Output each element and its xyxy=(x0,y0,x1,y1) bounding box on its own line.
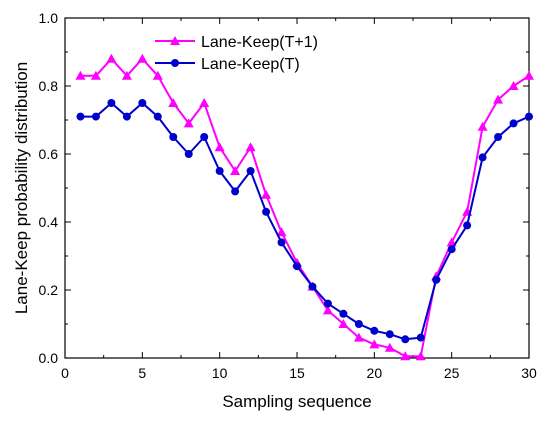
x-tick-label: 5 xyxy=(138,365,146,381)
data-point xyxy=(276,227,287,237)
x-tick-label: 30 xyxy=(521,365,537,381)
legend-label-lane-keep-t: Lane-Keep(T) xyxy=(201,56,300,73)
data-point xyxy=(137,53,148,63)
data-point xyxy=(106,53,117,63)
data-point xyxy=(138,99,147,107)
data-point xyxy=(525,112,533,121)
data-point xyxy=(508,81,519,90)
data-point xyxy=(308,282,317,291)
data-point xyxy=(231,187,240,196)
data-point xyxy=(401,335,410,344)
data-point xyxy=(262,207,271,216)
y-tick-label: 0.6 xyxy=(39,146,59,162)
data-point xyxy=(121,70,132,80)
data-point xyxy=(339,309,348,318)
data-point xyxy=(524,70,534,80)
data-point xyxy=(478,153,487,162)
data-point xyxy=(416,333,425,342)
data-point xyxy=(183,118,194,128)
data-point xyxy=(354,320,363,328)
data-point xyxy=(230,166,241,175)
x-tick-label: 20 xyxy=(367,365,383,381)
y-tick-label: 0.2 xyxy=(39,282,59,298)
data-point xyxy=(246,167,255,175)
data-point xyxy=(90,70,101,80)
data-point xyxy=(169,133,178,141)
x-tick-label: 0 xyxy=(61,365,69,381)
legend-label-lane-keep-t-plus-1: Lane-Keep(T+1) xyxy=(201,34,318,51)
series-layer xyxy=(75,53,534,361)
data-point xyxy=(293,262,301,271)
data-point xyxy=(168,98,179,107)
data-point xyxy=(477,121,488,131)
data-point xyxy=(91,112,100,121)
data-point xyxy=(415,351,426,361)
series-1 xyxy=(76,99,533,344)
data-point xyxy=(153,112,162,121)
data-point xyxy=(509,119,518,128)
data-point xyxy=(107,99,116,107)
legend: Lane-Keep(T+1) Lane-Keep(T) xyxy=(155,34,318,73)
data-point xyxy=(199,98,210,107)
data-point xyxy=(494,133,503,141)
x-tick-label: 25 xyxy=(444,365,460,381)
data-point xyxy=(370,326,379,335)
data-point xyxy=(369,339,380,349)
data-point xyxy=(338,319,349,328)
data-point xyxy=(261,189,272,199)
data-point xyxy=(245,142,256,152)
data-point xyxy=(323,299,332,308)
tick-labels: 0 5 10 15 20 25 30 0.0 0.2 0.4 0.6 0.8 1.0 xyxy=(39,10,537,381)
data-point xyxy=(493,94,504,104)
legend-marker-lane-keep-t-plus-1 xyxy=(170,36,180,45)
data-point xyxy=(152,70,163,80)
data-point xyxy=(184,150,193,158)
data-point xyxy=(75,70,86,80)
x-tick-label: 15 xyxy=(289,365,305,381)
y-tick-label: 1.0 xyxy=(39,10,59,26)
y-tick-label: 0.8 xyxy=(39,78,59,94)
x-tick-label: 10 xyxy=(212,365,228,381)
y-tick-label: 0.4 xyxy=(39,214,59,230)
x-axis-title: Sampling sequence xyxy=(222,392,371,411)
data-point xyxy=(277,238,286,247)
data-point xyxy=(322,305,333,315)
data-point xyxy=(447,245,456,254)
data-point xyxy=(353,332,364,342)
data-point xyxy=(384,342,395,352)
data-point xyxy=(432,275,441,284)
series-line xyxy=(80,57,530,358)
data-point xyxy=(463,221,472,230)
data-point xyxy=(385,330,394,339)
data-point xyxy=(122,112,131,121)
y-axis-title: Lane-Keep probability distribution xyxy=(12,62,31,314)
data-point xyxy=(215,167,224,175)
data-point xyxy=(214,142,225,152)
legend-marker-lane-keep-t xyxy=(171,59,179,67)
data-point xyxy=(400,351,411,361)
data-point xyxy=(200,133,209,141)
data-point xyxy=(76,112,85,121)
axis-ticks xyxy=(64,17,530,359)
y-tick-label: 0.0 xyxy=(39,350,59,366)
